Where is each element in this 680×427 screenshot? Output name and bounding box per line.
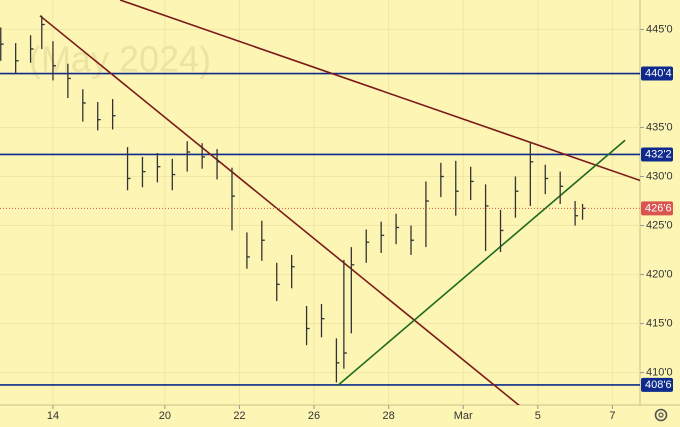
y-tick-label: 430'0 — [646, 170, 673, 182]
watermark: (May 2024) — [29, 39, 211, 80]
gear-ring[interactable] — [654, 408, 668, 422]
y-tick-label: 425'0 — [646, 219, 673, 231]
x-tick-label: Mar — [454, 410, 473, 422]
level-label-box — [641, 66, 673, 81]
x-tick-label: 28 — [382, 410, 394, 422]
x-tick-label: 7 — [609, 410, 615, 422]
level-label: 408'6 — [645, 379, 672, 391]
y-tick-label: 445'0 — [646, 23, 673, 35]
last-price-box — [641, 201, 673, 216]
settings-icon[interactable] — [654, 408, 668, 422]
last-price-label: 426'6 — [645, 202, 672, 214]
y-tick-label: 435'0 — [646, 121, 673, 133]
level-label-box — [641, 147, 673, 162]
level-label-box — [641, 377, 673, 392]
x-tick-label: 22 — [233, 410, 245, 422]
plot-area — [0, 0, 640, 405]
x-tick-label: 20 — [159, 410, 171, 422]
x-tick-label: 14 — [47, 410, 59, 422]
x-tick-label: 26 — [308, 410, 320, 422]
trend-line — [119, 0, 640, 182]
y-tick-label: 415'0 — [646, 318, 673, 330]
x-tick-label: 5 — [535, 410, 541, 422]
level-label: 432'2 — [645, 148, 672, 160]
trend-line — [337, 139, 626, 386]
trend-line — [39, 15, 520, 405]
y-tick-label: 410'0 — [646, 367, 673, 379]
gear-center[interactable] — [658, 412, 664, 418]
y-tick-label: 420'0 — [646, 268, 673, 280]
level-label: 440'4 — [645, 67, 672, 79]
